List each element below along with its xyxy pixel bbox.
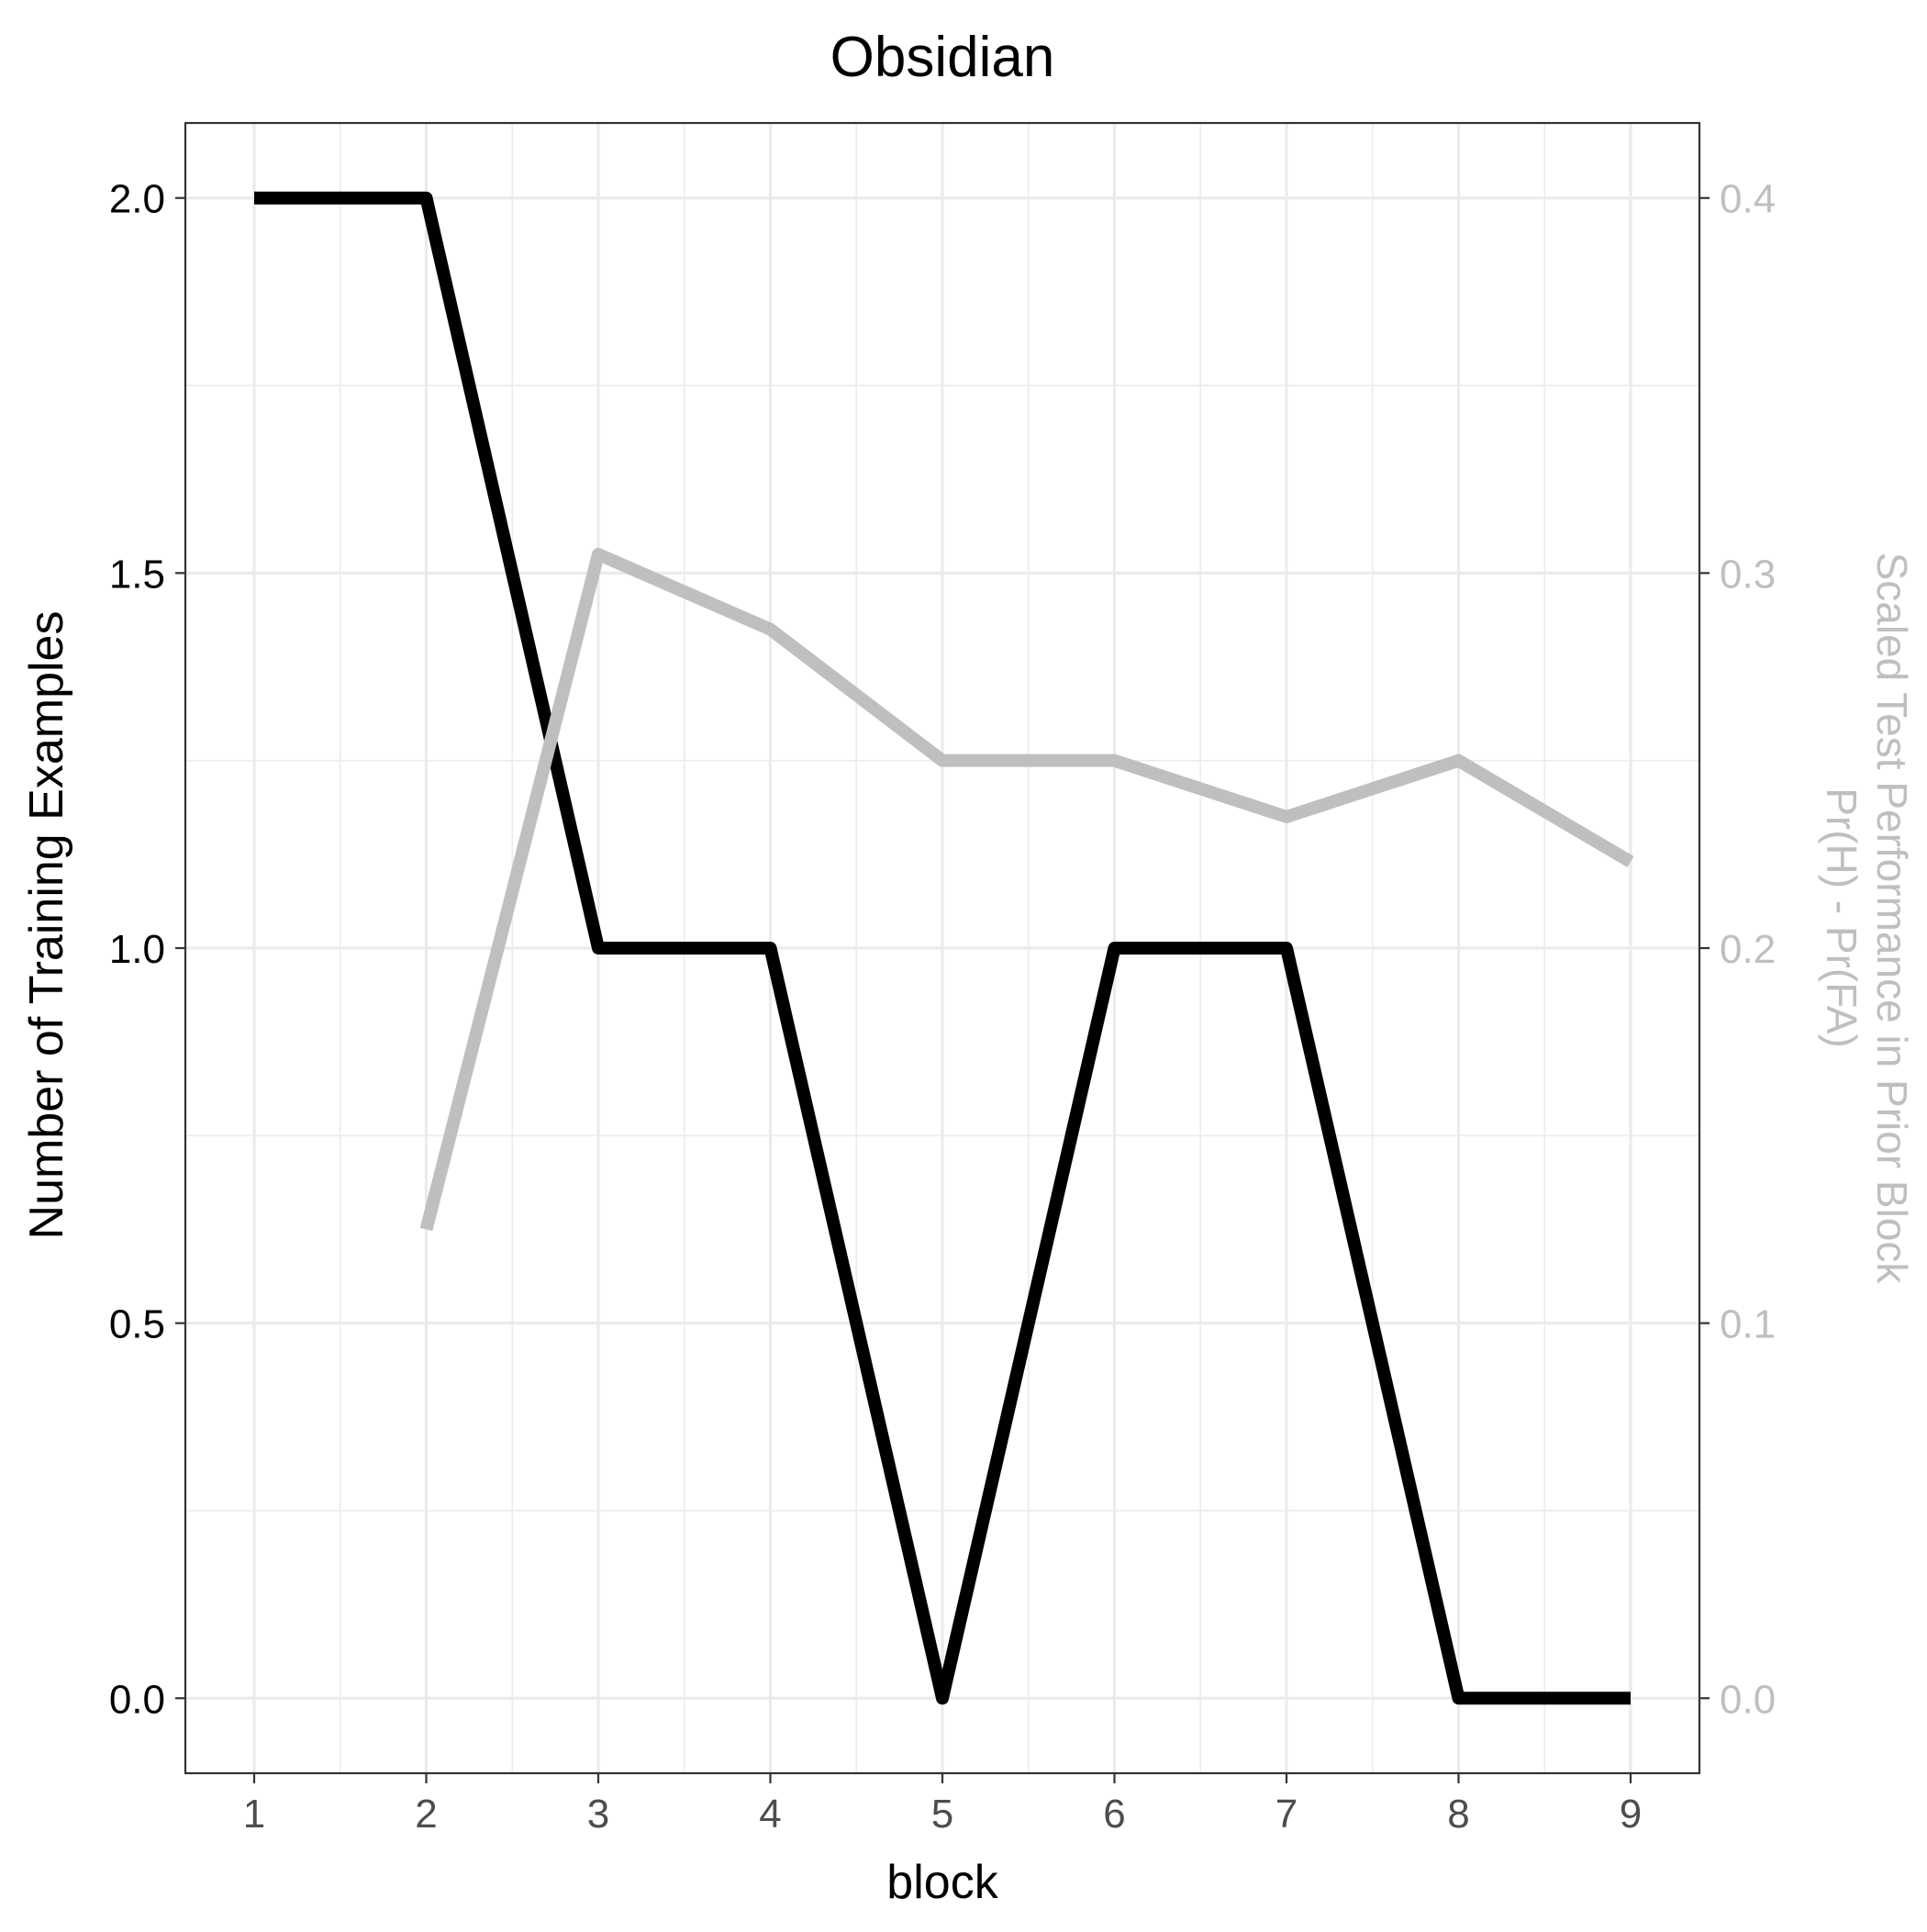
y-right-tick-label: 0.4 xyxy=(1720,177,1776,222)
y-right-axis-title-line2: Pr(H) - Pr(FA) xyxy=(1818,787,1866,1048)
y-right-tick-label: 0.2 xyxy=(1720,927,1776,972)
y-axis-title: Number of Training Examples xyxy=(20,611,73,1240)
y-left-tick-label: 1.5 xyxy=(109,552,165,597)
y-right-tick-label: 0.1 xyxy=(1720,1302,1776,1347)
chart-title: Obsidian xyxy=(830,26,1055,89)
x-axis-title: block xyxy=(886,1856,998,1909)
x-tick-label: 4 xyxy=(759,1792,781,1837)
y-left-tick-label: 0.0 xyxy=(109,1677,165,1722)
x-tick-label: 6 xyxy=(1103,1792,1125,1837)
training-examples-line xyxy=(254,191,1631,1705)
y-right-axis-title-line1: Scaled Test Performance in Prior Block xyxy=(1868,553,1916,1285)
x-tick-label: 5 xyxy=(931,1792,953,1837)
x-tick-label: 2 xyxy=(415,1792,437,1837)
y-left-tick-label: 0.5 xyxy=(109,1302,165,1347)
x-tick-label: 1 xyxy=(243,1792,265,1837)
x-tick-label: 9 xyxy=(1620,1792,1642,1837)
y-left-tick-label: 2.0 xyxy=(109,177,165,222)
axes: 1 2 3 4 5 6 7 8 9 0.0 0.5 1.0 1.5 2.0 0.0 0.1 0.2 0.3 0.4 xyxy=(109,177,1776,1837)
x-tick-label: 8 xyxy=(1447,1792,1469,1837)
y-right-tick-label: 0.0 xyxy=(1720,1677,1776,1722)
x-tick-label: 7 xyxy=(1275,1792,1298,1837)
x-tick-label: 3 xyxy=(587,1792,609,1837)
y-right-tick-label: 0.3 xyxy=(1720,552,1776,597)
performance-line xyxy=(419,547,1634,1232)
series-layer xyxy=(254,191,1634,1705)
y-left-tick-label: 1.0 xyxy=(109,927,165,972)
